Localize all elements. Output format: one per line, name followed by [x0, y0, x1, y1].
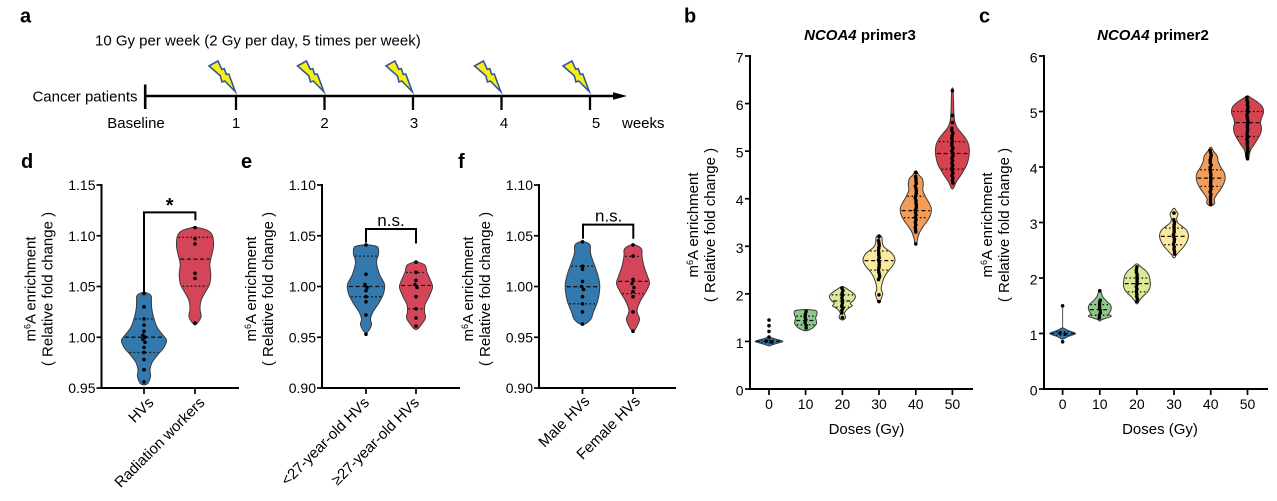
- svg-text:Doses (Gy): Doses (Gy): [829, 421, 905, 438]
- svg-text:Baseline: Baseline: [107, 115, 165, 132]
- svg-text:6: 6: [1030, 50, 1038, 66]
- svg-text:Cancer patients: Cancer patients: [32, 89, 137, 106]
- svg-text:0.90: 0.90: [289, 380, 316, 396]
- svg-text:3: 3: [736, 240, 744, 256]
- svg-text:b: b: [684, 6, 696, 28]
- svg-text:2: 2: [320, 115, 328, 132]
- svg-text:4: 4: [500, 115, 508, 132]
- svg-text:30: 30: [871, 396, 887, 412]
- svg-text:m6A enrichment: m6A enrichment: [23, 236, 40, 342]
- svg-text:( Relative fold change ): ( Relative fold change ): [702, 148, 719, 302]
- svg-text:1.00: 1.00: [506, 279, 533, 295]
- svg-text:*: *: [166, 195, 174, 217]
- svg-text:1.10: 1.10: [68, 228, 95, 244]
- svg-text:1: 1: [232, 115, 240, 132]
- svg-text:( Relative fold change ): ( Relative fold change ): [260, 212, 277, 366]
- svg-text:0.95: 0.95: [289, 329, 316, 345]
- svg-text:40: 40: [908, 396, 924, 412]
- svg-text:1.00: 1.00: [289, 279, 316, 295]
- svg-text:f: f: [458, 151, 465, 173]
- svg-text:NCOA4 primer3: NCOA4 primer3: [804, 27, 916, 44]
- svg-text:6: 6: [736, 97, 744, 113]
- svg-text:3: 3: [410, 115, 418, 132]
- svg-text:n.s.: n.s.: [595, 207, 622, 226]
- svg-text:m6A enrichment: m6A enrichment: [460, 236, 477, 342]
- svg-text:0: 0: [1059, 396, 1067, 412]
- svg-text:10: 10: [1092, 396, 1108, 412]
- svg-text:e: e: [241, 151, 252, 173]
- svg-text:1: 1: [736, 335, 744, 351]
- svg-text:1.00: 1.00: [68, 329, 95, 345]
- svg-text:1.15: 1.15: [68, 177, 95, 193]
- svg-text:0.95: 0.95: [68, 380, 95, 396]
- svg-text:m6A enrichment: m6A enrichment: [243, 236, 260, 342]
- svg-text:( Relative fold change ): ( Relative fold change ): [996, 148, 1013, 302]
- svg-text:10 Gy per week (2 Gy per day,: 10 Gy per week (2 Gy per day, 5 times pe…: [95, 33, 421, 50]
- svg-text:5: 5: [592, 115, 600, 132]
- svg-text:4: 4: [1030, 161, 1038, 177]
- svg-text:5: 5: [1030, 105, 1038, 121]
- svg-text:50: 50: [1240, 396, 1256, 412]
- svg-text:weeks: weeks: [621, 115, 665, 132]
- svg-text:c: c: [979, 6, 990, 28]
- svg-text:( Relative fold change ): ( Relative fold change ): [477, 212, 494, 366]
- svg-text:7: 7: [736, 50, 744, 66]
- svg-text:a: a: [20, 6, 32, 28]
- svg-text:4: 4: [736, 192, 744, 208]
- svg-text:30: 30: [1166, 396, 1182, 412]
- svg-text:0: 0: [1030, 383, 1038, 399]
- svg-text:1.10: 1.10: [289, 177, 316, 193]
- svg-text:2: 2: [736, 287, 744, 303]
- svg-text:d: d: [21, 151, 33, 173]
- svg-text:0: 0: [736, 383, 744, 399]
- svg-text:0: 0: [765, 396, 773, 412]
- svg-text:1: 1: [1030, 327, 1038, 343]
- svg-text:40: 40: [1203, 396, 1219, 412]
- svg-text:3: 3: [1030, 216, 1038, 232]
- svg-text:Doses (Gy): Doses (Gy): [1122, 421, 1198, 438]
- svg-text:20: 20: [835, 396, 851, 412]
- svg-text:0.95: 0.95: [506, 329, 533, 345]
- svg-text:5: 5: [736, 145, 744, 161]
- svg-text:20: 20: [1129, 396, 1145, 412]
- svg-text:NCOA4 primer2: NCOA4 primer2: [1097, 27, 1209, 44]
- svg-text:2: 2: [1030, 272, 1038, 288]
- svg-text:0.90: 0.90: [506, 380, 533, 396]
- svg-text:1.05: 1.05: [68, 279, 95, 295]
- svg-text:m6A enrichment: m6A enrichment: [685, 172, 702, 278]
- svg-text:50: 50: [945, 396, 961, 412]
- svg-text:1.05: 1.05: [506, 228, 533, 244]
- svg-text:m6A enrichment: m6A enrichment: [979, 172, 996, 278]
- svg-text:n.s.: n.s.: [377, 211, 404, 230]
- svg-text:10: 10: [798, 396, 814, 412]
- svg-text:1.10: 1.10: [506, 177, 533, 193]
- svg-text:1.05: 1.05: [289, 228, 316, 244]
- svg-text:( Relative fold change ): ( Relative fold change ): [40, 212, 57, 366]
